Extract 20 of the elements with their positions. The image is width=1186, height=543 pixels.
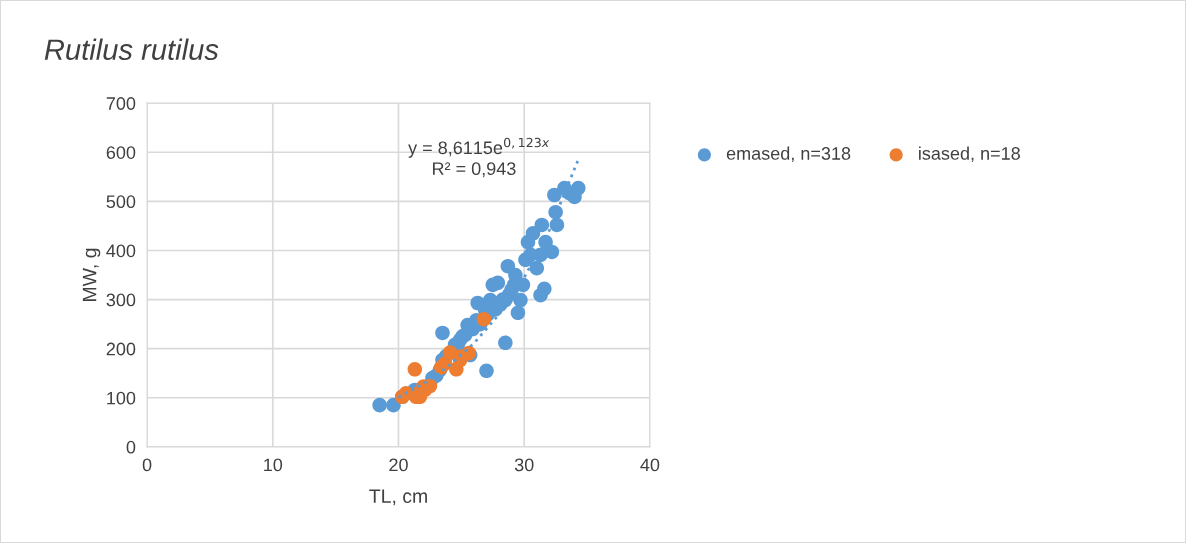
y-tick-label: 600 bbox=[106, 146, 136, 159]
y-tick-label: 200 bbox=[106, 342, 136, 356]
y-axis-title: MW, g bbox=[82, 248, 101, 301]
y-tick-label: 400 bbox=[106, 244, 136, 258]
y-tick-label: 300 bbox=[106, 293, 136, 307]
x-tick-label: 0 bbox=[142, 458, 152, 472]
annotation: y = 8,6115e$^{0,123x}$ bbox=[408, 137, 550, 158]
x-tick-label: 40 bbox=[640, 458, 660, 472]
y-tick-label: 100 bbox=[107, 391, 136, 405]
x-tick-label: 20 bbox=[389, 458, 408, 472]
chart-title: Rutilus rutilus bbox=[44, 38, 219, 61]
x-axis-title: TL, cm bbox=[369, 489, 427, 506]
legend-label: emased, n=318 bbox=[726, 146, 851, 162]
y-tick-label: 0 bbox=[126, 440, 136, 454]
legend-label: isased, n=18 bbox=[919, 146, 1020, 162]
y-tick-label: 700 bbox=[106, 97, 136, 110]
y-tick-label: 500 bbox=[106, 195, 136, 209]
annotation: R² = 0,943 bbox=[433, 162, 516, 178]
x-tick-label: 30 bbox=[514, 458, 534, 472]
x-tick-label: 10 bbox=[264, 458, 283, 472]
